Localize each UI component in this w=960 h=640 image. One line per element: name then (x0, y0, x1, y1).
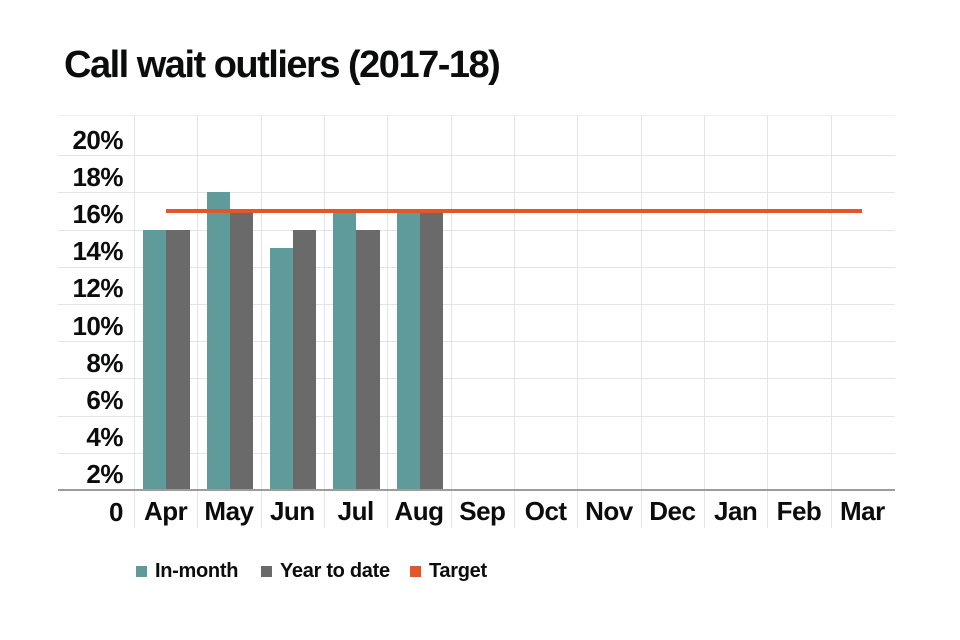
bar-year-to-date-jun (293, 229, 317, 490)
h-gridline (58, 378, 895, 380)
x-axis-label-may: May (204, 496, 254, 526)
bar-year-to-date-apr (166, 229, 190, 490)
v-gridline (324, 115, 325, 528)
y-axis-label: 6% (86, 385, 123, 415)
h-gridline (58, 341, 895, 343)
y-axis-label: 2% (86, 459, 123, 490)
y-axis-label: 16% (72, 199, 123, 229)
y-axis-label: 10% (72, 310, 123, 341)
y-axis-label: 20% (72, 124, 123, 155)
legend-item-year-to-date: Year to date (261, 559, 390, 583)
y-axis-label: 14% (72, 236, 123, 267)
plot-top-border (58, 115, 895, 116)
legend-label-year-to-date: Year to date (280, 559, 390, 582)
bar-in-month-jun (269, 248, 294, 490)
y-axis-label: 12% (72, 273, 123, 304)
x-axis-label-jan: Jan (713, 496, 758, 526)
bar-in-month-aug (396, 211, 420, 490)
h-gridline (58, 229, 895, 231)
bar-in-month-jul (333, 211, 357, 490)
v-gridline (387, 115, 389, 528)
h-gridline (58, 304, 895, 305)
v-gridline (197, 115, 199, 528)
v-gridline (830, 115, 832, 528)
bar-in-month-apr (143, 229, 167, 490)
x-axis-label-sep: Sep (459, 496, 506, 526)
v-gridline (514, 115, 515, 528)
v-gridline (450, 115, 452, 528)
h-gridline (58, 192, 895, 194)
x-axis-label-nov: Nov (585, 496, 633, 526)
chart-title: Call wait outliers (2017-18) (64, 44, 501, 86)
legend-item-target: Target (410, 559, 487, 583)
x-axis-label-feb: Feb (776, 496, 822, 526)
year-to-date-swatch-icon (261, 565, 272, 577)
target-line (165, 209, 863, 213)
y-axis-label: 8% (86, 347, 123, 378)
v-gridline (640, 115, 642, 528)
h-gridline (58, 266, 895, 268)
target-swatch-icon (410, 565, 421, 577)
h-gridline (58, 452, 895, 454)
v-gridline (134, 115, 135, 528)
legend-label-target: Target (429, 559, 487, 582)
x-axis-label-apr: Apr (144, 496, 188, 526)
x-axis-label-jun: Jun (269, 496, 315, 526)
x-axis-label-oct: Oct (524, 496, 567, 526)
y-axis-label: 4% (86, 422, 123, 453)
bar-year-to-date-aug (419, 211, 443, 490)
legend-item-in-month: In-month (136, 559, 238, 583)
v-gridline (260, 115, 262, 528)
x-axis-label-aug: Aug (394, 496, 444, 526)
x-axis-line (58, 489, 895, 491)
legend-label-in-month: In-month (155, 559, 239, 582)
bar-in-month-may (206, 192, 230, 490)
y-axis-origin-label: 0 (109, 496, 123, 527)
bar-year-to-date-may (229, 211, 253, 490)
x-axis-label-jul: Jul (337, 496, 375, 526)
x-axis-label-mar: Mar (839, 496, 885, 526)
h-gridline (58, 415, 895, 417)
in-month-swatch-icon (136, 565, 147, 577)
h-gridline (58, 155, 895, 157)
y-axis-label: 18% (72, 161, 123, 192)
x-axis-label-dec: Dec (649, 496, 696, 526)
bar-year-to-date-jul (356, 229, 380, 490)
v-gridline (704, 115, 705, 528)
v-gridline (577, 115, 579, 528)
v-gridline (767, 115, 769, 528)
